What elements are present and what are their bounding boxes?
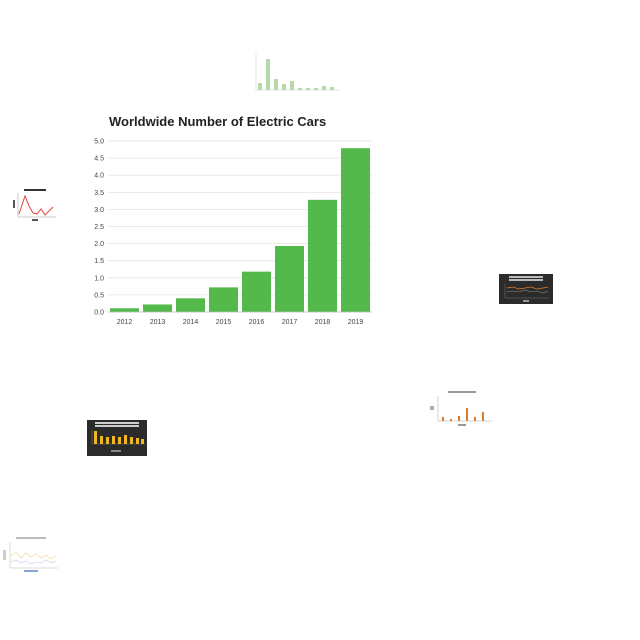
y-tick-label: 0.0 [94, 310, 104, 317]
bar-2016 [242, 271, 271, 312]
y-tick-label: 4.5 [94, 156, 104, 163]
y-tick-label: 4.0 [94, 173, 104, 180]
electric-cars-chart: Worldwide Number of Electric Cars 0.0 0.5… [86, 110, 386, 330]
x-tick-label: 2015 [216, 319, 232, 326]
x-tick-label: 2016 [249, 319, 265, 326]
chart-title: Worldwide Number of Electric Cars [109, 114, 326, 129]
thumbnail-yellow-bar-chart [87, 420, 147, 456]
x-tick-label: 2014 [183, 319, 199, 326]
x-axis-ticks: 2012 2013 2014 2015 2016 2017 2018 2019 [117, 319, 364, 326]
thumbnail-yellow-bar-chart-graphic [87, 420, 147, 456]
bar-2017 [275, 245, 304, 312]
x-tick-label: 2017 [282, 319, 298, 326]
thumbnail-dark-line-chart [499, 274, 553, 304]
thumbnail-orange-bar-chart-graphic [430, 390, 494, 428]
bar-2015 [209, 287, 238, 312]
bar-2014 [176, 298, 205, 312]
y-tick-label: 3.0 [94, 207, 104, 214]
x-tick-label: 2019 [348, 319, 364, 326]
bar-2013 [143, 304, 172, 312]
thumbnail-red-line-chart-graphic [12, 188, 58, 222]
y-tick-label: 2.0 [94, 241, 104, 248]
x-tick-label: 2018 [315, 319, 331, 326]
y-tick-label: 1.5 [94, 258, 104, 265]
y-tick-label: 0.5 [94, 292, 104, 299]
thumbnail-orange-bar-chart [430, 390, 494, 428]
bar-2019 [341, 148, 370, 312]
bar-2018 [308, 199, 337, 312]
y-axis-ticks: 0.0 0.5 1.0 1.5 2.0 2.5 3.0 3.5 4.0 4.5 5.0 [94, 139, 104, 317]
chart-svg: Worldwide Number of Electric Cars 0.0 0.5… [94, 114, 372, 326]
bars [110, 148, 370, 312]
bar-2012 [110, 308, 139, 312]
thumbnail-red-line-chart [12, 188, 58, 222]
thumbnail-green-bar-chart-graphic [236, 48, 342, 108]
y-tick-label: 1.0 [94, 275, 104, 282]
thumbnail-dark-line-chart-graphic [499, 274, 553, 304]
y-tick-label: 5.0 [94, 139, 104, 146]
thumbnail-green-bar-chart [236, 48, 342, 108]
x-tick-label: 2012 [117, 319, 133, 326]
x-tick-label: 2013 [150, 319, 166, 326]
thumbnail-faint-line-chart [2, 536, 60, 574]
thumbnail-faint-line-chart-graphic [2, 536, 60, 574]
y-tick-label: 2.5 [94, 224, 104, 231]
y-tick-label: 3.5 [94, 190, 104, 197]
